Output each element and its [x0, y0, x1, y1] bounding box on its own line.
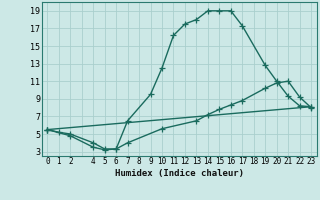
X-axis label: Humidex (Indice chaleur): Humidex (Indice chaleur): [115, 169, 244, 178]
